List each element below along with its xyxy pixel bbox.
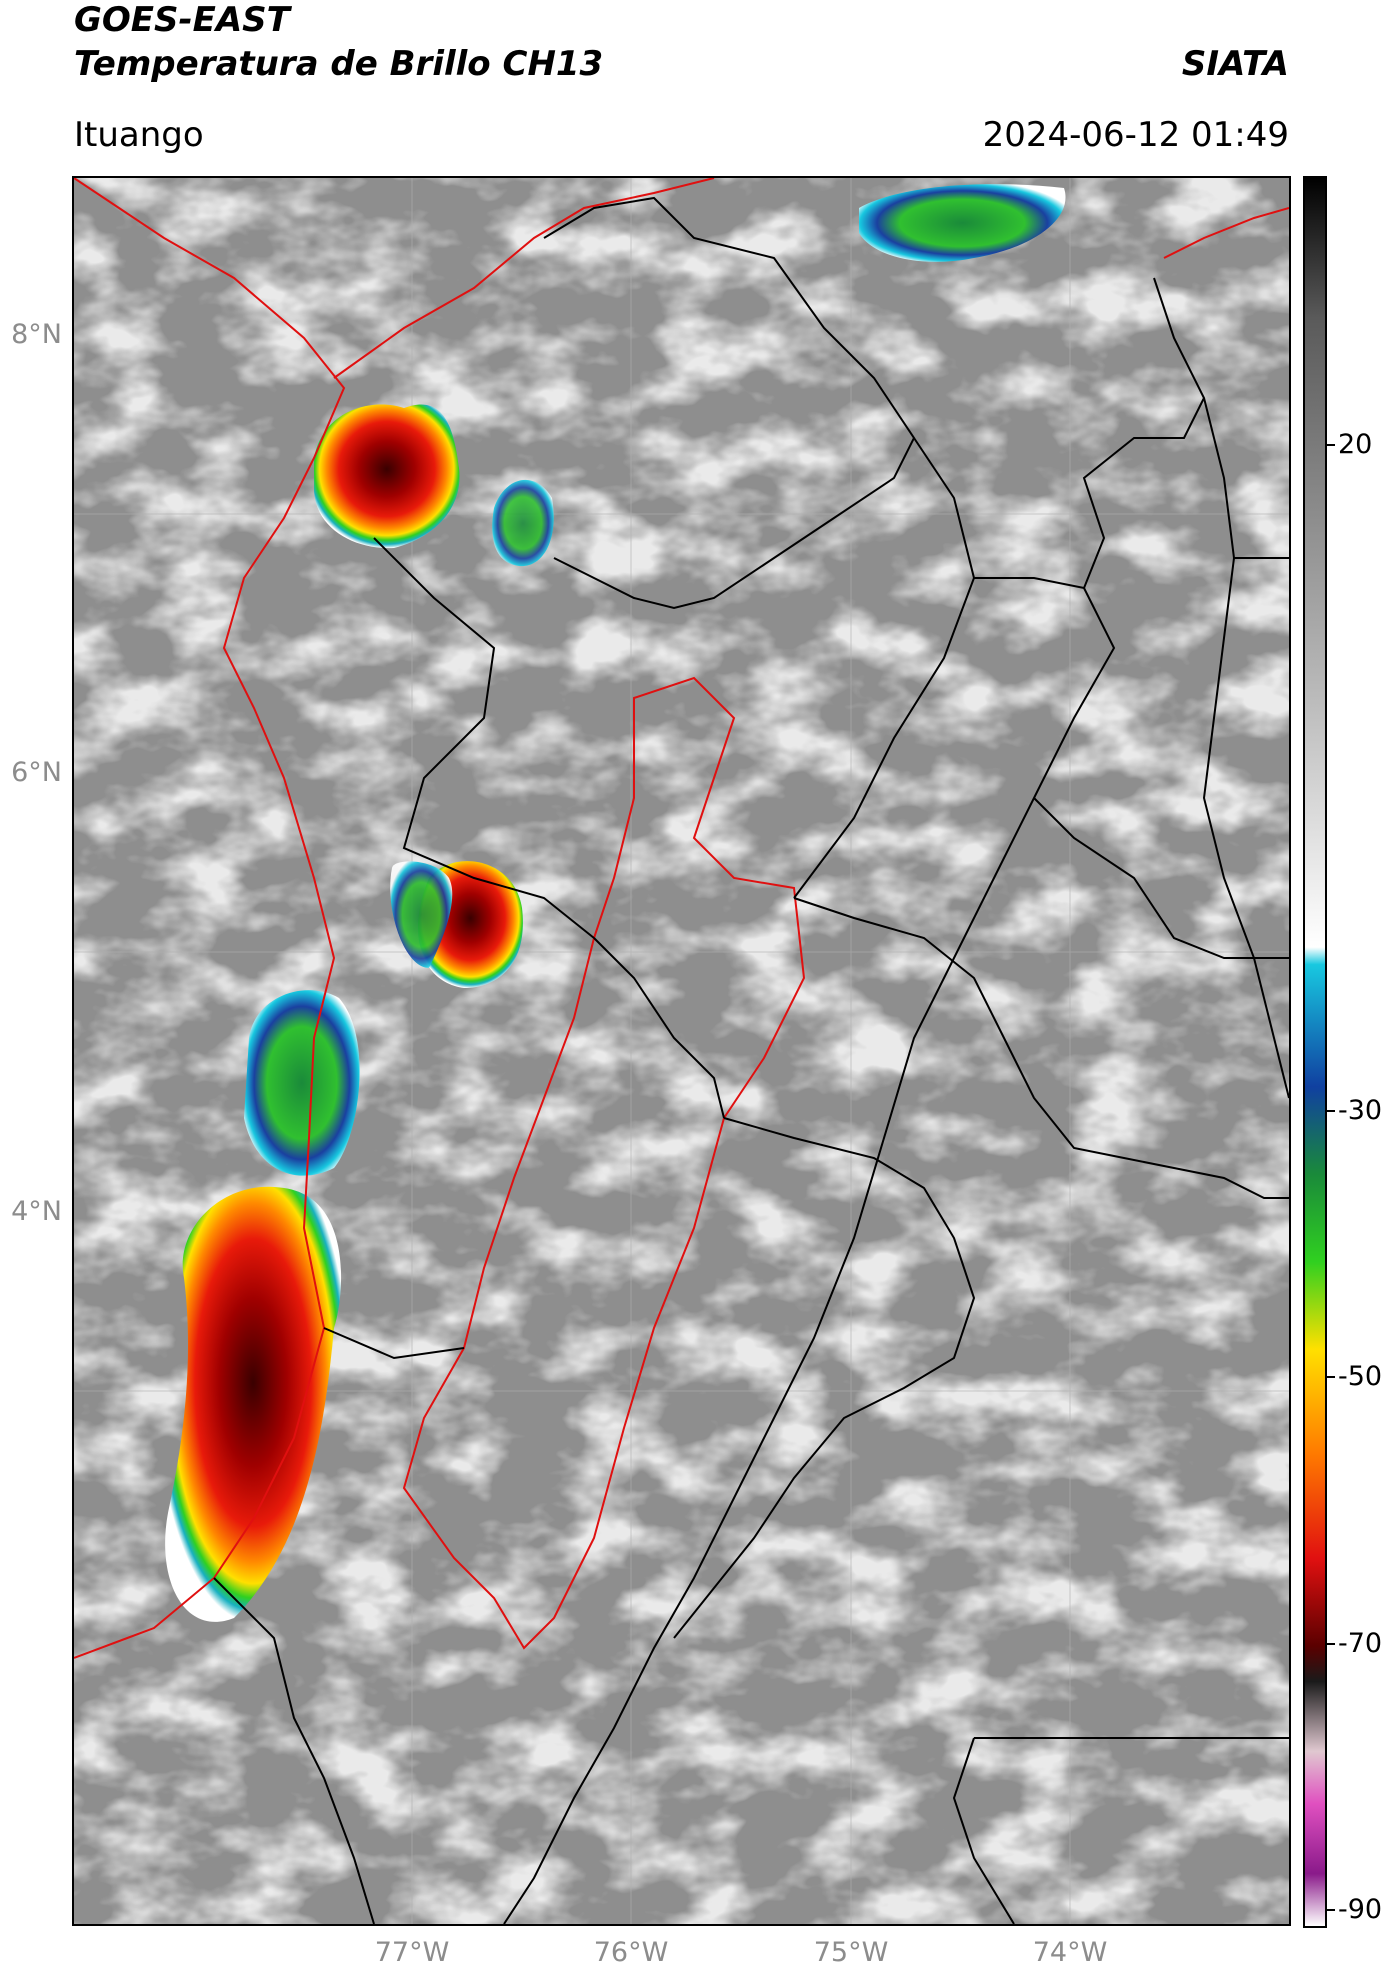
colorbar-label-minus50: -50 <box>1338 1361 1383 1392</box>
lon-label-74w: 74°W <box>1032 1937 1108 1968</box>
colorbar-tick-minus90 <box>1325 1909 1335 1911</box>
colorbar-label-20: 20 <box>1338 429 1373 460</box>
convective-cell-green-north <box>492 479 554 567</box>
organization-label: SIATA <box>1181 44 1289 84</box>
storm-cell-south <box>165 1186 342 1622</box>
colorbar-label-minus90: -90 <box>1338 1894 1383 1925</box>
colorbar-tick-minus30 <box>1325 1110 1335 1112</box>
convective-cell-green-west <box>244 990 360 1176</box>
colorbar-label-minus30: -30 <box>1338 1095 1383 1126</box>
antioquia-boundary <box>402 676 806 1650</box>
colorbar-label-minus70: -70 <box>1338 1628 1383 1659</box>
title-line-1: GOES-EAST <box>74 0 290 40</box>
lon-label-75w: 75°W <box>813 1937 889 1968</box>
temperature-colorbar <box>1303 176 1327 1928</box>
graticule <box>74 178 1289 1924</box>
colorbar-tick-minus50 <box>1325 1376 1335 1378</box>
map-canvas <box>74 178 1289 1924</box>
storm-cell-north <box>314 404 460 549</box>
colorbar-tick-minus70 <box>1325 1643 1335 1645</box>
convective-cell-green-mid <box>390 861 453 968</box>
lon-label-77w: 77°W <box>374 1937 450 1968</box>
caribbean-coast <box>333 178 715 379</box>
lat-label-4n: 4°N <box>11 1196 62 1227</box>
convective-cell-green-ne <box>859 184 1066 262</box>
colorbar-tick-20 <box>1325 444 1335 446</box>
venezuela-coast <box>1163 207 1289 259</box>
lat-label-8n: 8°N <box>11 319 62 350</box>
location-label: Ituango <box>74 115 204 155</box>
satellite-map[interactable] <box>72 176 1291 1926</box>
coastline <box>74 178 346 1659</box>
lon-label-76w: 76°W <box>593 1937 669 1968</box>
title-line-2: Temperatura de Brillo CH13 <box>74 44 604 84</box>
lat-label-6n: 6°N <box>11 757 62 788</box>
datetime-label: 2024-06-12 01:49 <box>982 115 1289 155</box>
admin-boundaries <box>213 196 1289 1924</box>
